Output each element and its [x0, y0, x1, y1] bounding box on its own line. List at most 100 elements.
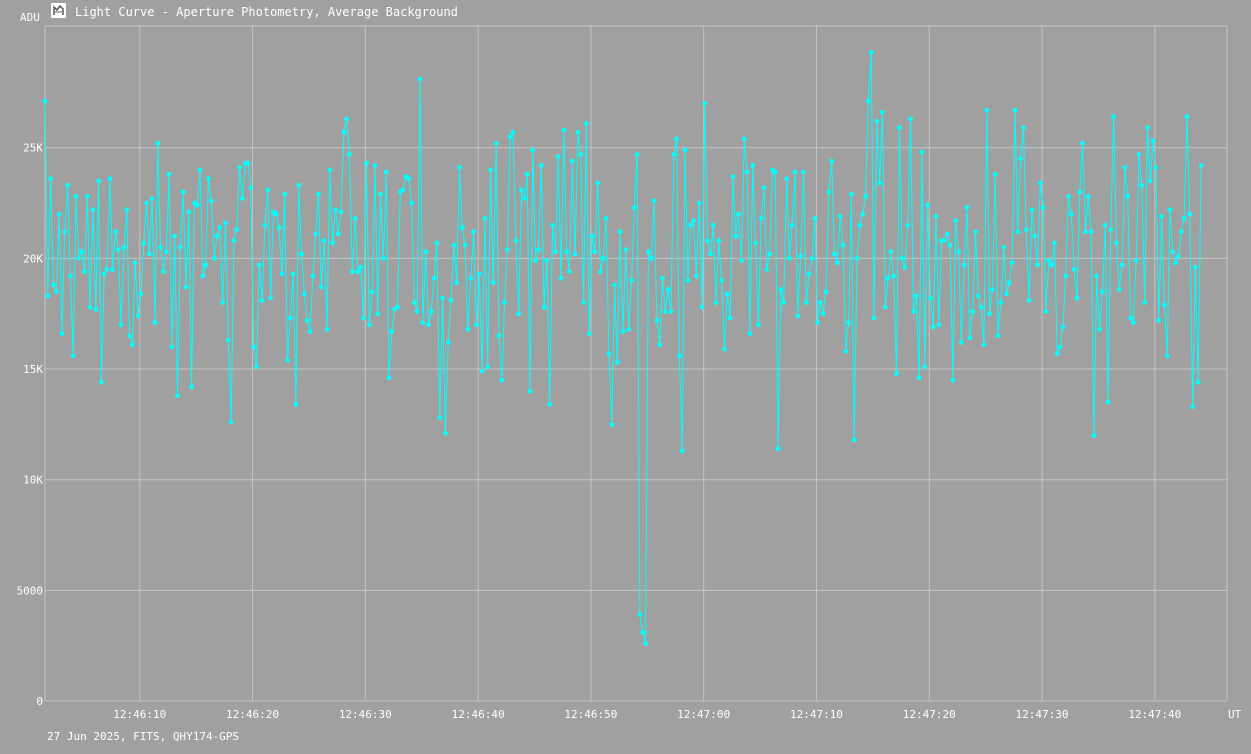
data-point [973, 229, 978, 235]
data-point [251, 344, 257, 350]
data-point [541, 304, 547, 310]
data-point [1190, 404, 1195, 410]
data-point [519, 187, 524, 193]
data-point [90, 207, 96, 213]
data-point [457, 165, 462, 171]
plot-grid [44, 25, 1228, 702]
data-point [538, 163, 544, 168]
data-point [1178, 229, 1184, 235]
data-point [1195, 379, 1201, 385]
data-point [1150, 138, 1156, 144]
data-point [654, 317, 660, 323]
data-point [1108, 227, 1114, 233]
data-point [1012, 107, 1018, 113]
data-point [1097, 326, 1102, 332]
data-point [699, 304, 705, 310]
data-point [778, 287, 784, 292]
data-point [166, 171, 172, 177]
data-point [287, 315, 293, 321]
data-point [1105, 399, 1111, 405]
data-point [767, 251, 773, 257]
data-point [1170, 249, 1176, 255]
data-point [877, 180, 882, 186]
data-point [623, 247, 629, 252]
data-point [756, 322, 761, 328]
data-point [1080, 140, 1085, 146]
data-point [318, 284, 324, 290]
data-point [744, 169, 750, 175]
data-point [99, 379, 104, 385]
data-point [840, 242, 846, 248]
data-point [530, 147, 536, 153]
x-tick-label: 12:46:20 [226, 708, 279, 721]
data-point [1032, 233, 1038, 239]
data-point [524, 171, 530, 177]
data-point [93, 306, 99, 312]
data-point [479, 368, 485, 374]
data-point [1128, 315, 1133, 321]
data-point [124, 207, 130, 213]
data-point [905, 222, 911, 228]
data-point [1057, 344, 1063, 350]
data-point [1111, 114, 1116, 120]
data-point [1004, 291, 1009, 297]
data-point [53, 289, 59, 294]
footer-caption: 27 Jun 2025, FITS, QHY174-GPS [47, 730, 239, 743]
data-point [1091, 433, 1097, 438]
data-point [1049, 262, 1054, 268]
data-point [56, 211, 62, 217]
data-point [885, 275, 891, 281]
data-point [536, 247, 541, 252]
data-point [975, 293, 981, 299]
data-point [420, 320, 426, 325]
data-point [383, 169, 389, 175]
data-point [1040, 205, 1046, 210]
data-point [84, 194, 90, 199]
data-point [513, 238, 519, 244]
data-point [451, 242, 457, 248]
data-point [1052, 240, 1057, 246]
data-point [784, 176, 789, 182]
data-point [854, 256, 860, 261]
data-point [911, 309, 916, 314]
data-point [674, 136, 679, 142]
data-point [897, 125, 902, 131]
data-point [338, 209, 344, 215]
data-point [327, 167, 333, 173]
data-point [248, 185, 254, 191]
data-point [944, 231, 950, 237]
data-point [448, 298, 454, 303]
data-point [349, 269, 355, 275]
y-tick-label: 20K [23, 252, 43, 265]
data-point [713, 300, 719, 305]
data-point [823, 289, 829, 294]
data-point [922, 364, 928, 370]
data-point [347, 152, 352, 157]
data-point [626, 326, 632, 332]
data-point [871, 315, 877, 321]
y-tick-label: 10K [23, 474, 43, 487]
data-point [657, 342, 663, 348]
data-point [753, 240, 758, 246]
data-point [344, 116, 350, 122]
data-point [913, 293, 919, 299]
data-point [544, 258, 550, 263]
data-point [440, 295, 445, 301]
data-point [1083, 229, 1088, 235]
data-point [834, 260, 840, 266]
data-point [820, 311, 826, 317]
data-point [468, 275, 474, 281]
data-point [795, 313, 801, 319]
data-point [121, 244, 127, 250]
data-point [567, 269, 572, 275]
data-point [798, 253, 804, 259]
data-point [510, 129, 516, 135]
data-point [691, 218, 696, 224]
data-point [443, 430, 448, 436]
data-point [846, 320, 851, 325]
data-point [476, 271, 482, 277]
data-point [806, 271, 812, 277]
chart-title: Light Curve - Aperture Photometry, Avera… [75, 5, 458, 19]
data-point [874, 118, 880, 124]
